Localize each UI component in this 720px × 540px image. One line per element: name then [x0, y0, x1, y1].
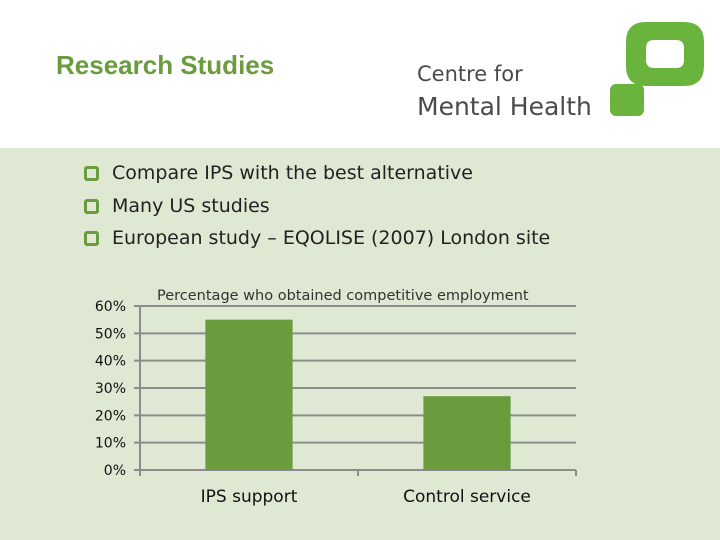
chart-title: Percentage who obtained competitive empl…	[157, 288, 529, 304]
y-tick-label: 10%	[95, 436, 126, 452]
logo-text-line1: Centre for	[417, 62, 523, 86]
y-tick-label: 60%	[95, 299, 126, 315]
bullet-text: European study – EQOLISE (2007) London s…	[112, 227, 551, 249]
slide-header: Research Studies Centre for Mental Healt…	[0, 0, 720, 148]
y-tick-label: 50%	[95, 326, 126, 342]
y-tick-label: 20%	[95, 408, 126, 424]
logo-small-square-shape	[610, 84, 644, 116]
bar-ips-support	[205, 319, 293, 470]
chart-category-labels: IPS support Control service	[201, 487, 531, 507]
bullet-square-icon	[84, 198, 99, 214]
category-label: Control service	[403, 487, 531, 507]
y-tick-label: 40%	[95, 354, 126, 370]
centre-for-mental-health-logo: Centre for Mental Health	[410, 22, 710, 132]
chart-bars	[205, 319, 511, 470]
bullet-square-icon	[84, 166, 99, 181]
bullet-text: Compare IPS with the best alternative	[112, 162, 473, 184]
bar-control-service	[423, 396, 511, 470]
logo-text-line2: Mental Health	[417, 92, 592, 121]
bullet-list: Compare IPS with the best alternative Ma…	[84, 162, 550, 260]
bullet-item: European study – EQOLISE (2007) London s…	[84, 227, 550, 260]
y-tick-label: 30%	[95, 381, 126, 397]
category-label: IPS support	[201, 487, 298, 507]
slide-content: Compare IPS with the best alternative Ma…	[0, 148, 720, 540]
bullet-item: Compare IPS with the best alternative	[84, 162, 550, 195]
bullet-item: Many US studies	[84, 195, 550, 228]
y-tick-label: 0%	[104, 463, 126, 479]
logo-mark-icon	[610, 22, 704, 116]
bullet-text: Many US studies	[112, 194, 270, 217]
employment-bar-chart: 0% 10% 20% 30% 40% 50% 60% IPS support Control …	[95, 288, 577, 507]
chart-y-tick-labels: 0% 10% 20% 30% 40% 50% 60%	[95, 299, 126, 479]
logo-square-shape	[626, 22, 704, 86]
bullet-square-icon	[84, 231, 99, 246]
slide-title: Research Studies	[56, 50, 275, 80]
